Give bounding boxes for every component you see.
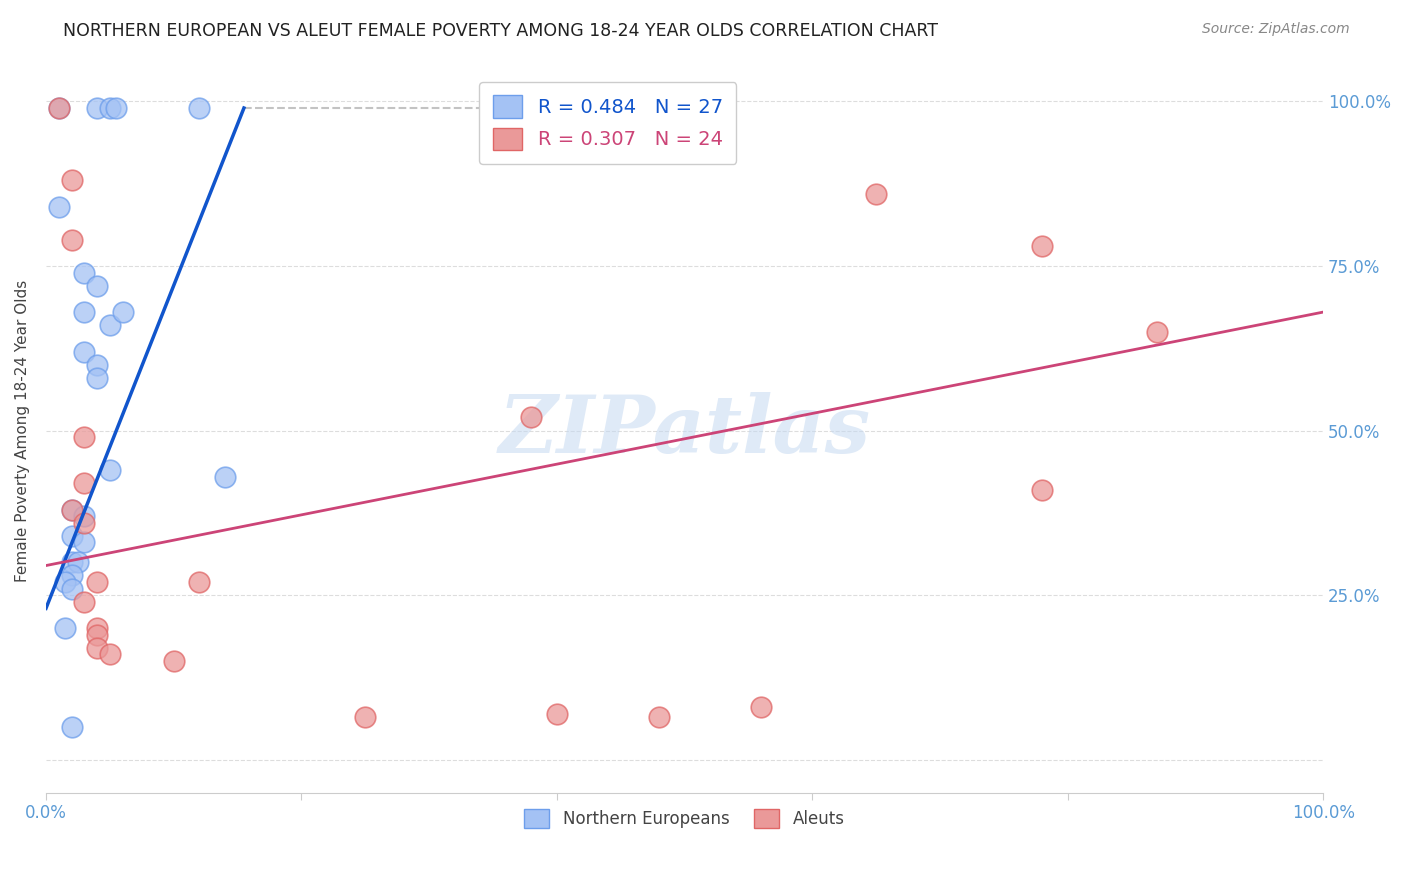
Point [98,648,121,662]
Point [86,278,108,293]
Point [86,358,108,372]
Point [73,535,96,549]
Point [86,101,108,115]
Point [86,574,108,589]
Point [53,621,76,635]
Point [73,516,96,530]
Point [86,640,108,655]
Point [60,555,83,569]
Point [73,344,96,359]
Point [48,101,70,115]
Point [60,502,83,516]
Y-axis label: Female Poverty Among 18-24 Year Olds: Female Poverty Among 18-24 Year Olds [15,279,30,582]
Point [86,621,108,635]
Point [214,469,236,483]
Point [73,305,96,319]
Point [60,233,83,247]
Text: Source: ZipAtlas.com: Source: ZipAtlas.com [1202,22,1350,37]
Point [86,628,108,642]
Point [60,173,83,187]
Point [163,654,186,668]
Point [60,582,83,596]
Point [188,574,211,589]
Point [48,200,70,214]
Point [354,710,377,724]
Point [48,101,70,115]
Point [73,509,96,524]
Point [73,266,96,280]
Point [1031,483,1053,497]
Point [98,463,121,477]
Point [86,371,108,385]
Point [865,186,887,201]
Point [1031,239,1053,253]
Point [105,101,128,115]
Point [520,410,543,425]
Point [98,101,121,115]
Point [60,720,83,734]
Point [53,574,76,589]
Point [73,595,96,609]
Point [1146,325,1168,339]
Legend: Northern Europeans, Aleuts: Northern Europeans, Aleuts [517,803,852,835]
Point [73,430,96,444]
Point [60,568,83,582]
Text: ZIPatlas: ZIPatlas [499,392,870,469]
Point [73,476,96,491]
Point [111,305,134,319]
Point [60,529,83,543]
Point [98,318,121,333]
Point [66,555,89,569]
Text: NORTHERN EUROPEAN VS ALEUT FEMALE POVERTY AMONG 18-24 YEAR OLDS CORRELATION CHAR: NORTHERN EUROPEAN VS ALEUT FEMALE POVERT… [63,22,938,40]
Point [546,706,568,721]
Point [188,101,211,115]
Point [60,502,83,516]
Point [648,710,671,724]
Point [749,700,772,714]
